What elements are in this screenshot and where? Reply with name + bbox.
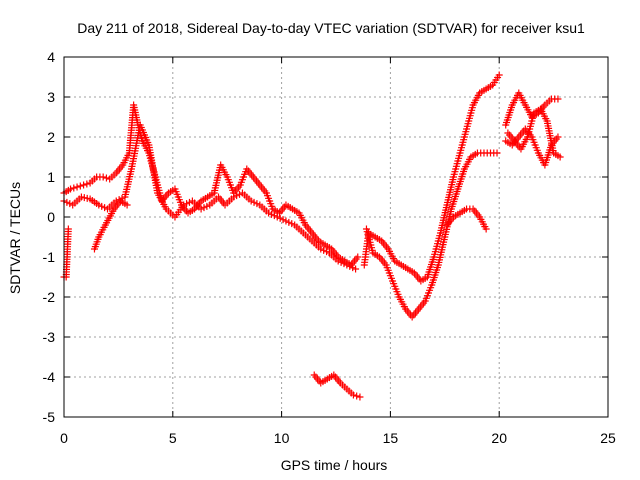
data-point — [73, 183, 81, 191]
data-point — [99, 173, 107, 181]
data-point — [554, 133, 562, 141]
data-point — [76, 182, 84, 190]
data-point — [493, 149, 501, 157]
y-tick-label: -5 — [43, 409, 56, 425]
data-point — [64, 225, 72, 233]
data-point — [482, 225, 490, 233]
y-tick-label: -4 — [43, 369, 56, 385]
x-tick-label: 0 — [60, 430, 68, 446]
data-point — [67, 185, 75, 193]
data-points — [60, 71, 564, 401]
x-tick-label: 20 — [491, 430, 507, 446]
chart-title: Day 211 of 2018, Sidereal Day-to-day VTE… — [77, 20, 585, 36]
y-tick-label: -1 — [43, 249, 56, 265]
x-tick-label: 15 — [383, 430, 399, 446]
series-track-k — [504, 105, 564, 161]
axis-ticks: 0 5 10 15 20 25 -5 -4 -3 -2 -1 0 1 2 3 4 — [43, 49, 616, 446]
y-tick-label: 0 — [47, 209, 55, 225]
data-point — [70, 184, 78, 192]
series-track-b — [60, 121, 360, 273]
data-point — [102, 174, 110, 182]
plot-frame — [63, 56, 609, 418]
data-point — [353, 392, 361, 400]
y-axis-label: SDTVAR / TECUs — [7, 182, 23, 294]
series-track-g — [362, 149, 501, 321]
series-track-c — [90, 197, 131, 253]
x-tick-label: 5 — [169, 430, 177, 446]
data-point — [495, 71, 503, 79]
data-point — [349, 391, 357, 399]
x-axis-label: GPS time / hours — [281, 457, 388, 473]
data-point — [556, 153, 564, 161]
data-point — [554, 95, 562, 103]
grid-lines — [64, 57, 608, 417]
y-tick-label: 2 — [47, 129, 55, 145]
series-track-h — [443, 205, 490, 233]
data-point — [352, 265, 360, 273]
x-tick-label: 25 — [600, 430, 616, 446]
series-track-f — [360, 71, 503, 285]
y-tick-label: 4 — [47, 49, 55, 65]
data-point — [83, 180, 91, 188]
y-tick-label: 1 — [47, 169, 55, 185]
data-point — [354, 253, 362, 261]
data-point — [123, 201, 131, 209]
y-tick-label: 3 — [47, 89, 55, 105]
x-tick-label: 10 — [274, 430, 290, 446]
series-track-e — [310, 371, 364, 401]
data-point — [356, 393, 364, 401]
series-track-i — [502, 89, 562, 129]
data-point — [80, 181, 88, 189]
y-tick-label: -2 — [43, 289, 56, 305]
y-tick-label: -3 — [43, 329, 56, 345]
series-track-d — [60, 225, 72, 281]
